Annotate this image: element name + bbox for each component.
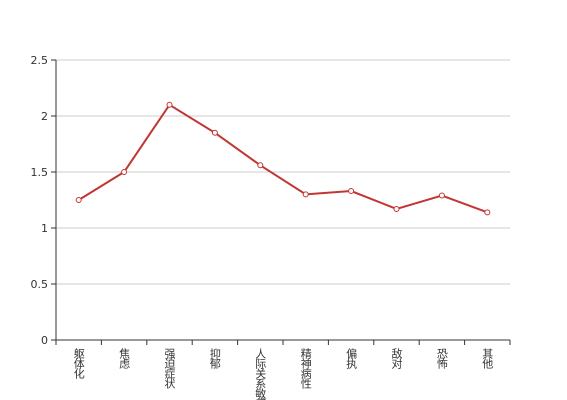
point xyxy=(484,209,491,216)
x-tick-label: 躯体化 xyxy=(72,348,85,380)
x-tick-label: 抑郁 xyxy=(208,347,221,369)
y-tick-label: 2.5 xyxy=(31,54,49,67)
point xyxy=(348,188,355,195)
x-tick-label: 强迫症状 xyxy=(163,348,176,389)
y-tick-label: 1 xyxy=(41,222,48,235)
y-tick-label: 0.5 xyxy=(31,278,49,291)
x-tick-label: 焦虑 xyxy=(118,348,131,369)
x-tick-label: 敌对 xyxy=(390,347,403,369)
x-tick-label: 恐怖 xyxy=(435,348,448,369)
x-tick-label: 人际关系敏感 xyxy=(254,348,267,400)
x-tick-label: 偏执 xyxy=(345,347,358,370)
point xyxy=(257,162,264,169)
point xyxy=(438,192,445,199)
x-tick-label: 精神病性 xyxy=(299,348,312,390)
y-tick-label: 2 xyxy=(41,110,48,123)
x-tick-label: 其他 xyxy=(481,348,494,369)
y-tick-label: 0 xyxy=(41,334,48,347)
point xyxy=(75,197,82,203)
line xyxy=(78,103,488,214)
point xyxy=(121,169,128,175)
y-tick-label: 1.5 xyxy=(31,166,49,179)
point xyxy=(393,205,400,212)
point xyxy=(302,191,309,198)
point xyxy=(211,129,218,136)
point xyxy=(166,101,173,108)
